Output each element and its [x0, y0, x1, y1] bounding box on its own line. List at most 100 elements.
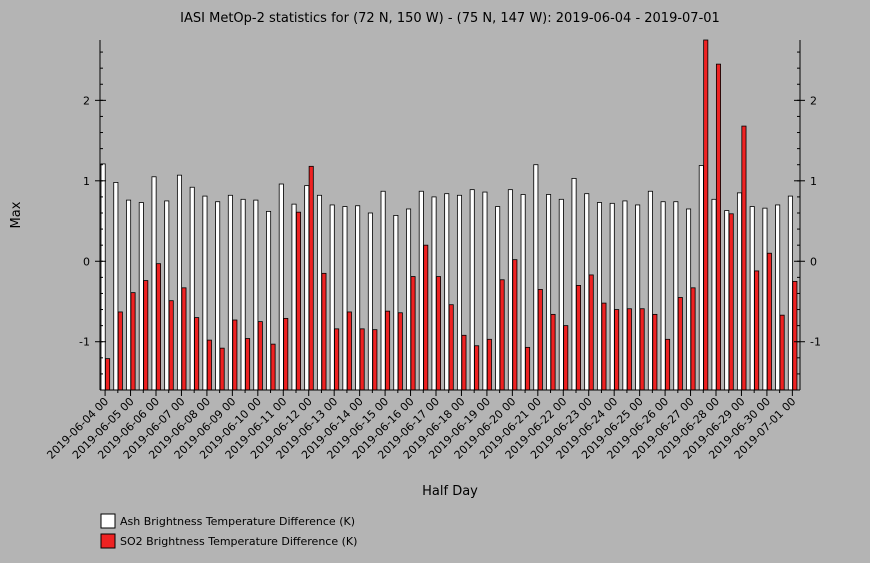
bar — [283, 317, 289, 391]
bar — [410, 276, 416, 391]
bar — [117, 311, 123, 391]
bar — [355, 205, 361, 391]
bar — [736, 192, 742, 391]
bar — [227, 194, 233, 391]
y-tick-label-right: -1 — [810, 336, 821, 349]
bar — [202, 195, 208, 391]
bar — [588, 274, 594, 391]
y-tick-label-right: 2 — [810, 94, 817, 107]
bar — [321, 272, 327, 391]
bar — [575, 284, 581, 391]
bar — [151, 176, 157, 391]
bar — [385, 310, 391, 391]
bar — [359, 328, 365, 391]
bar — [206, 339, 212, 391]
bar — [787, 195, 793, 391]
bar — [397, 312, 403, 391]
bar — [253, 199, 259, 391]
bar — [639, 308, 645, 391]
y-tick-label-left: 0 — [83, 255, 90, 268]
bar — [724, 210, 730, 391]
bar — [728, 213, 734, 391]
bar — [219, 347, 225, 391]
bar — [308, 165, 314, 391]
bar — [596, 202, 602, 391]
bar — [677, 297, 683, 391]
bar — [660, 201, 666, 391]
bar — [431, 196, 437, 391]
y-tick-label-left: 2 — [83, 94, 90, 107]
bar — [304, 185, 310, 391]
bar — [372, 329, 378, 391]
bar — [512, 259, 518, 391]
bar — [393, 214, 399, 391]
bar — [435, 276, 441, 391]
bar — [130, 292, 136, 391]
bar — [665, 338, 671, 391]
bar — [291, 203, 297, 391]
y-tick-label-left: -1 — [79, 336, 90, 349]
y-axis-label: Max — [9, 201, 24, 228]
y-tick-label-left: 1 — [83, 175, 90, 188]
bar — [155, 263, 161, 391]
bar — [550, 313, 556, 391]
bar — [316, 194, 322, 391]
bar — [444, 193, 450, 391]
bar — [571, 177, 577, 391]
bar — [406, 208, 412, 391]
bar — [635, 204, 641, 391]
bar — [766, 252, 772, 391]
bar — [686, 208, 692, 391]
legend-label: Ash Brightness Temperature Difference (K… — [120, 515, 355, 528]
bar — [626, 308, 632, 391]
legend-swatch — [100, 533, 116, 549]
bar — [164, 200, 170, 391]
bar — [584, 193, 590, 391]
bar — [558, 198, 564, 391]
bar — [215, 201, 221, 391]
bar — [698, 165, 704, 391]
bar — [181, 287, 187, 391]
bar — [278, 183, 284, 391]
legend-swatch — [100, 513, 116, 529]
bar — [563, 325, 569, 391]
bar — [622, 200, 628, 391]
bar — [423, 244, 429, 391]
bar — [792, 280, 798, 391]
bar — [456, 194, 462, 391]
bar — [346, 311, 352, 391]
bar — [711, 198, 717, 391]
bar — [652, 313, 658, 391]
bar — [495, 206, 501, 391]
bar — [469, 189, 475, 391]
bar — [507, 189, 513, 391]
bar — [537, 289, 543, 391]
bar — [741, 125, 747, 391]
bar — [232, 319, 238, 391]
bar — [474, 345, 480, 391]
bar — [533, 164, 539, 391]
bar — [715, 63, 721, 391]
bar — [525, 346, 531, 391]
bar — [342, 206, 348, 391]
bar — [194, 317, 200, 391]
chart-title: IASI MetOp-2 statistics for (72 N, 150 W… — [180, 11, 720, 26]
bar — [461, 334, 467, 391]
bar — [240, 198, 246, 391]
bar — [614, 309, 620, 391]
legend: Ash Brightness Temperature Difference (K… — [100, 513, 357, 549]
bar — [609, 202, 615, 391]
bar — [295, 211, 301, 391]
bar — [418, 190, 424, 391]
x-axis-label: Half Day — [422, 484, 478, 499]
bar — [270, 343, 276, 391]
bar — [245, 338, 251, 391]
bar — [126, 199, 132, 391]
bar — [266, 210, 272, 391]
bar — [105, 358, 111, 391]
bar — [138, 202, 144, 391]
bar — [690, 287, 696, 391]
